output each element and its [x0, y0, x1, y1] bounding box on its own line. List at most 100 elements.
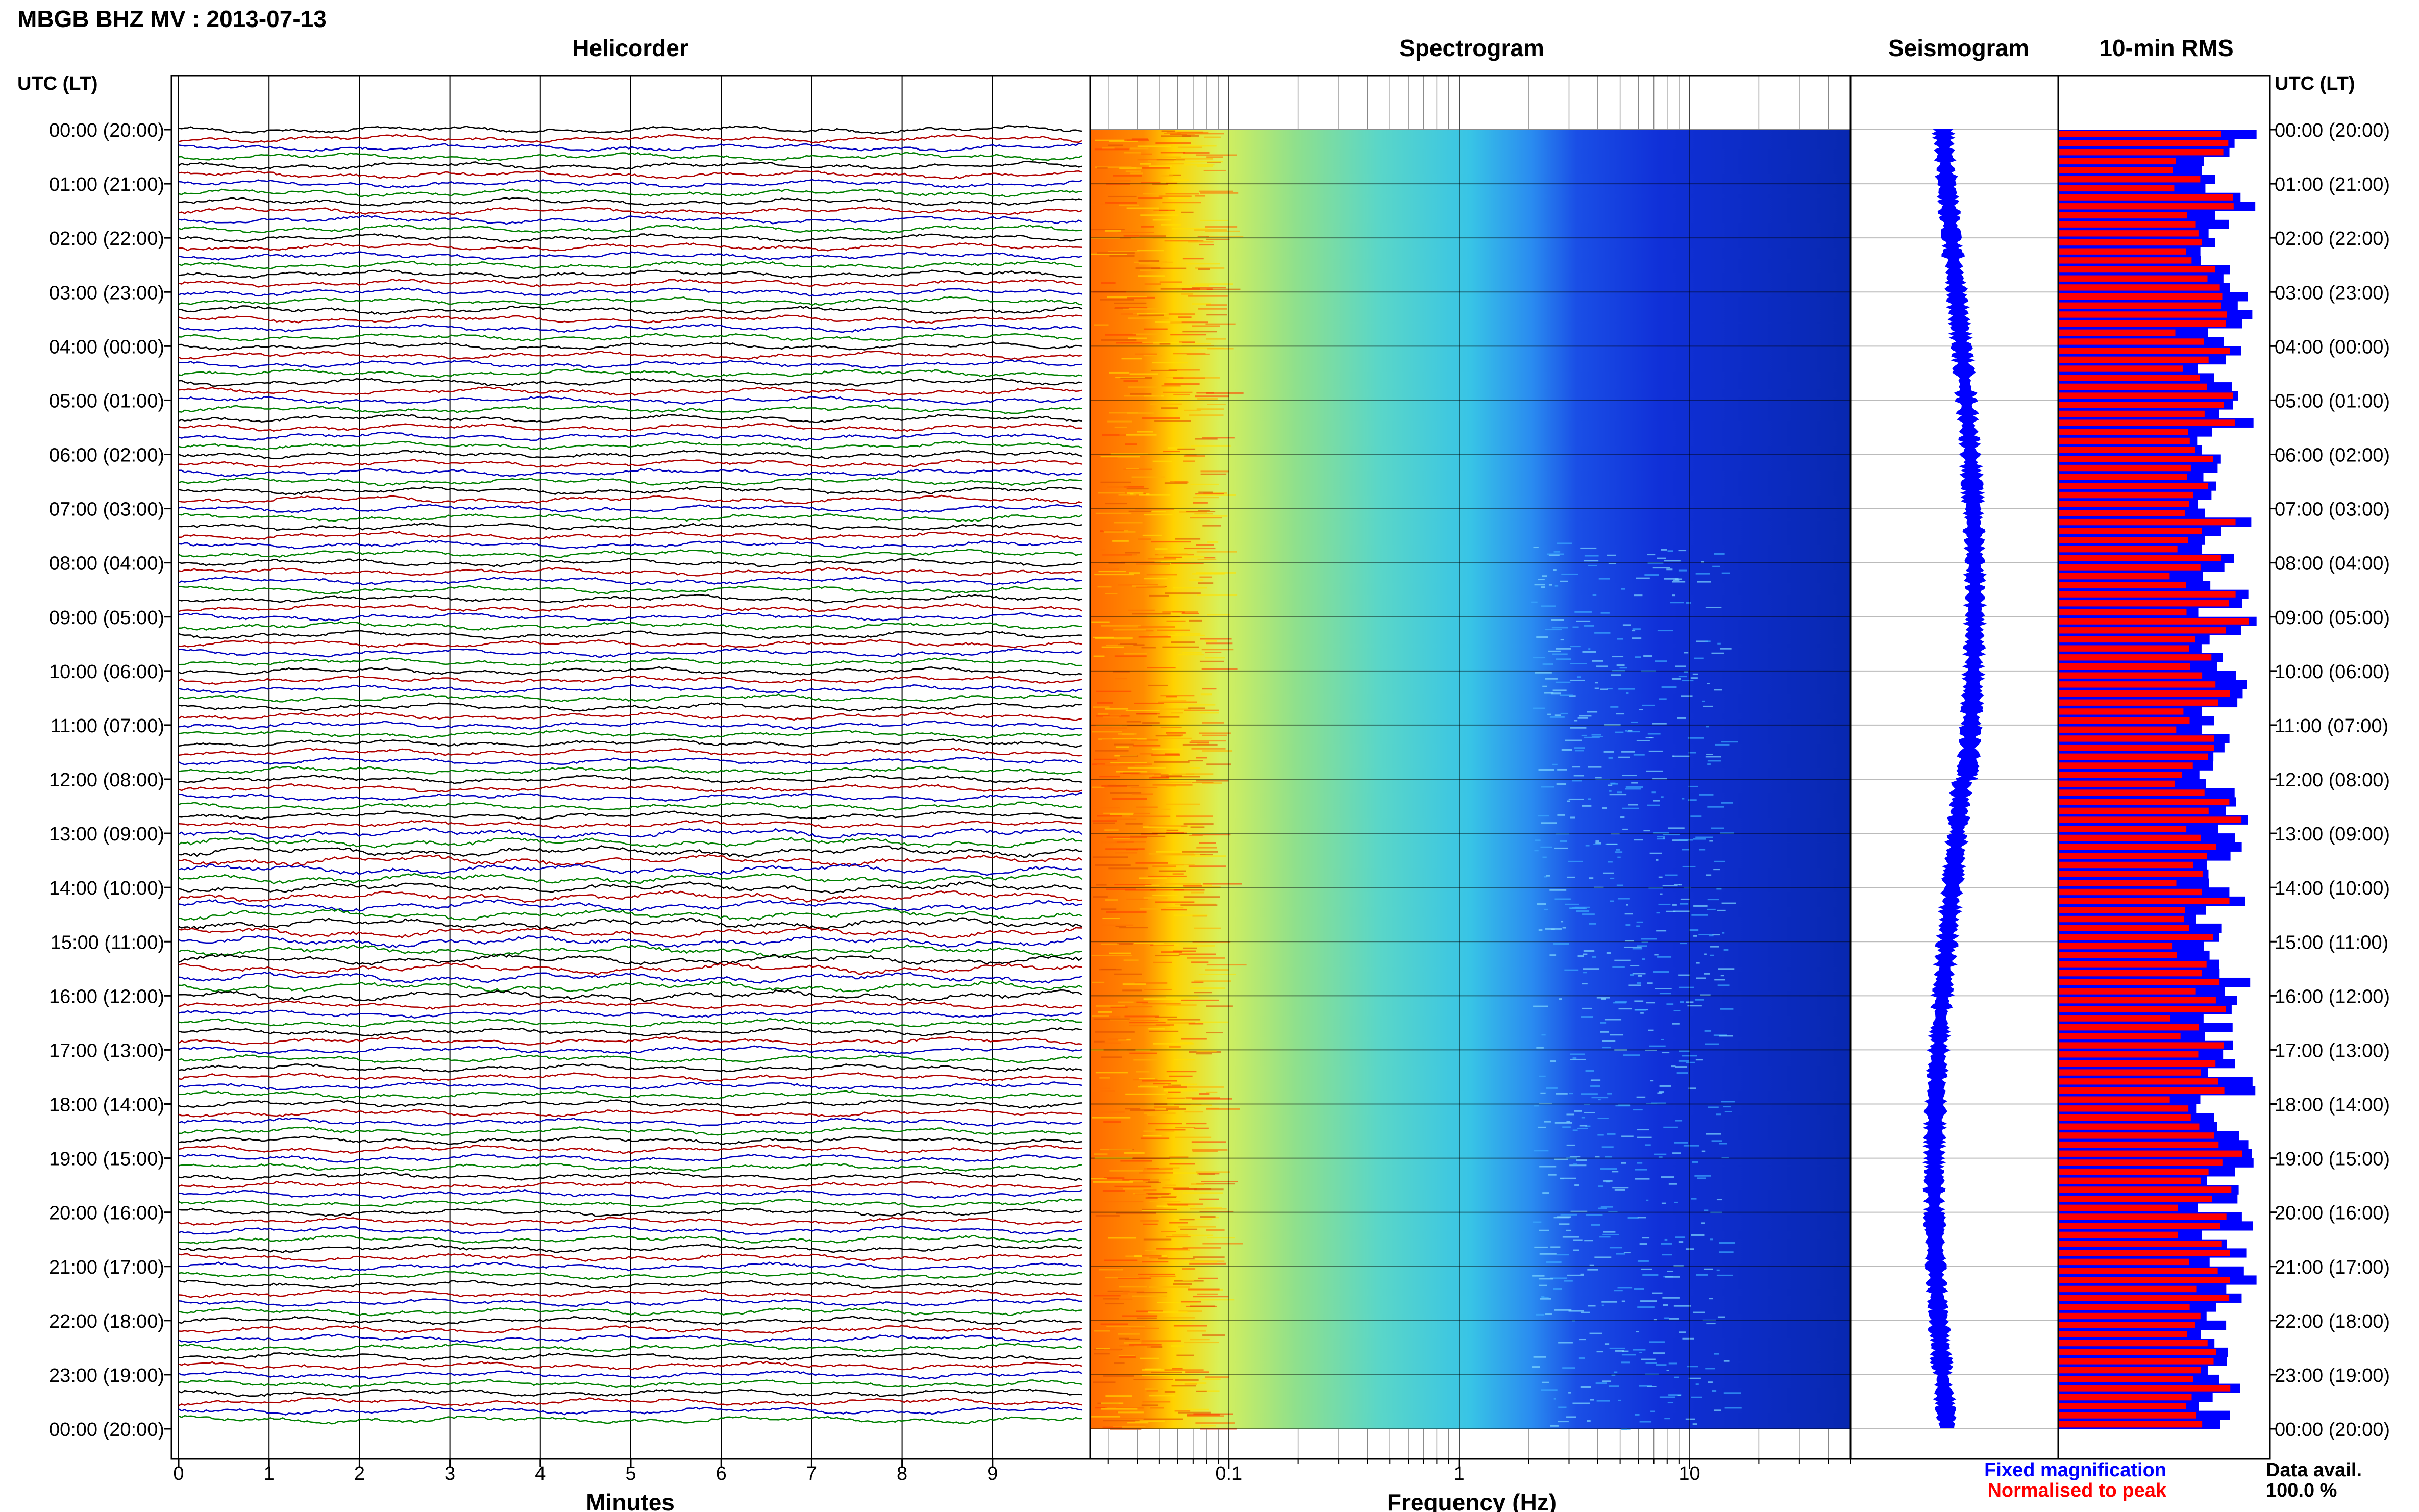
- spectrogram-streak: [1192, 1098, 1232, 1100]
- spectrogram-band: [1584, 1240, 1593, 1242]
- spectrogram-streak: [1103, 1049, 1136, 1051]
- frequency-tick-label: 1: [1454, 1463, 1465, 1484]
- spectrogram-streak: [1184, 1383, 1197, 1385]
- spectrogram-streak: [1102, 147, 1115, 150]
- helicorder-trace: [178, 179, 1082, 189]
- spectrogram-band: [1570, 679, 1585, 681]
- spectrogram-band: [1675, 1236, 1686, 1238]
- spectrogram-band: [1558, 1421, 1569, 1423]
- spectrogram-band: [1672, 594, 1675, 597]
- spectrogram-band: [1678, 884, 1682, 886]
- spectrogram-streak: [1136, 713, 1160, 715]
- time-label-left: 15:00 (11:00): [51, 932, 164, 953]
- spectrogram-band: [1608, 784, 1613, 786]
- spectrogram-band: [1646, 1103, 1658, 1105]
- spectrogram-streak: [1104, 230, 1121, 232]
- helicorder-trace: [178, 1370, 1082, 1380]
- helicorder-trace: [178, 1081, 1082, 1091]
- rms-bar-normalised: [2058, 1105, 2189, 1112]
- spectrogram-streak: [1199, 842, 1216, 844]
- rms-bar-normalised: [2058, 1394, 2192, 1401]
- time-axis-title-right: UTC (LT): [2275, 73, 2355, 94]
- spectrogram-band: [1704, 973, 1710, 975]
- spectrogram-band: [1601, 1304, 1604, 1306]
- spectrogram-streak: [1150, 1179, 1170, 1181]
- spectrogram-band: [1598, 578, 1610, 580]
- helicorder-trace: [178, 729, 1082, 739]
- spectrogram-streak: [1110, 792, 1142, 794]
- spectrogram-band: [1615, 1350, 1624, 1352]
- minute-tick-label: 3: [445, 1463, 455, 1484]
- spectrogram-streak: [1118, 584, 1158, 586]
- rms-bar-normalised: [2058, 1241, 2222, 1247]
- spectrogram-band: [1594, 632, 1611, 634]
- spectrogram-band: [1593, 843, 1601, 845]
- spectrogram-streak: [1117, 943, 1133, 945]
- spectrogram-streak: [1138, 275, 1166, 277]
- spectrogram-streak: [1092, 1090, 1115, 1092]
- helicorder-trace: [178, 486, 1082, 495]
- spectrogram-streak: [1122, 1315, 1158, 1317]
- spectrogram-streak: [1197, 594, 1238, 597]
- spectrogram-band: [1603, 751, 1614, 753]
- spectrogram-streak: [1158, 156, 1181, 158]
- spectrogram-band: [1639, 1421, 1652, 1423]
- spectrogram-streak: [1144, 1168, 1157, 1170]
- rms-bar-normalised: [2058, 573, 2170, 580]
- spectrogram-band: [1723, 1360, 1730, 1362]
- spectrogram-streak: [1130, 786, 1158, 788]
- spectrogram-streak: [1099, 1268, 1121, 1270]
- spectrogram-band: [1626, 692, 1629, 695]
- helicorder-trace: [178, 747, 1082, 757]
- rms-bar-normalised: [2058, 853, 2208, 859]
- helicorder-trace: [178, 845, 1082, 858]
- spectrogram-streak: [1145, 1250, 1166, 1252]
- spectrogram-streak: [1108, 562, 1125, 564]
- spectrogram-streak: [1097, 586, 1112, 588]
- spectrogram-streak: [1093, 706, 1110, 708]
- spectrogram-streak: [1168, 197, 1191, 199]
- spectrogram-streak: [1094, 1295, 1121, 1297]
- spectrogram-streak: [1200, 638, 1232, 640]
- spectrogram-streak: [1152, 784, 1193, 786]
- spectrogram-streak: [1195, 493, 1224, 495]
- spectrogram-band: [1693, 838, 1706, 840]
- spectrogram-band: [1533, 547, 1539, 549]
- spectrogram-streak: [1173, 393, 1190, 395]
- spectrogram-streak: [1205, 1376, 1229, 1378]
- spectrogram-band: [1692, 673, 1698, 675]
- rms-bar-normalised: [2058, 392, 2233, 399]
- spectrogram-band: [1711, 1140, 1722, 1142]
- spectrogram-band: [1539, 1253, 1557, 1255]
- spectrogram-streak: [1192, 325, 1220, 327]
- time-label-left: 00:00 (20:00): [49, 120, 164, 141]
- rms-bar-normalised: [2058, 311, 2227, 318]
- spectrogram-streak: [1093, 1181, 1133, 1183]
- spectrogram-streak: [1125, 1255, 1143, 1257]
- spectrogram-band: [1615, 851, 1623, 853]
- spectrogram-streak: [1196, 780, 1229, 782]
- helicorder-trace: [178, 630, 1082, 640]
- spectrogram-band: [1677, 1394, 1681, 1396]
- spectrogram-streak: [1197, 558, 1217, 560]
- spectrogram-band: [1576, 910, 1590, 912]
- spectrogram-band: [1622, 807, 1640, 809]
- spectrogram-band: [1604, 1343, 1610, 1345]
- spectrogram-streak: [1202, 688, 1217, 690]
- spectrogram-streak: [1177, 285, 1210, 287]
- spectrogram-band: [1554, 847, 1568, 849]
- spectrogram-streak: [1166, 696, 1177, 698]
- spectrogram-band: [1538, 1126, 1546, 1128]
- spectrogram-band: [1537, 903, 1546, 905]
- spectrogram-streak: [1195, 283, 1233, 285]
- spectrogram-streak: [1132, 613, 1171, 615]
- spectrogram-band: [1606, 952, 1611, 954]
- spectrogram-band: [1678, 1060, 1689, 1062]
- spectrogram-band: [1720, 648, 1732, 650]
- spectrogram-band: [1536, 1313, 1545, 1316]
- spectrogram-band: [1588, 564, 1597, 566]
- spectrogram-band: [1639, 1352, 1642, 1354]
- spectrogram-streak: [1148, 165, 1172, 167]
- rms-bar-normalised: [2058, 952, 2177, 958]
- spectrogram-band: [1595, 1156, 1600, 1158]
